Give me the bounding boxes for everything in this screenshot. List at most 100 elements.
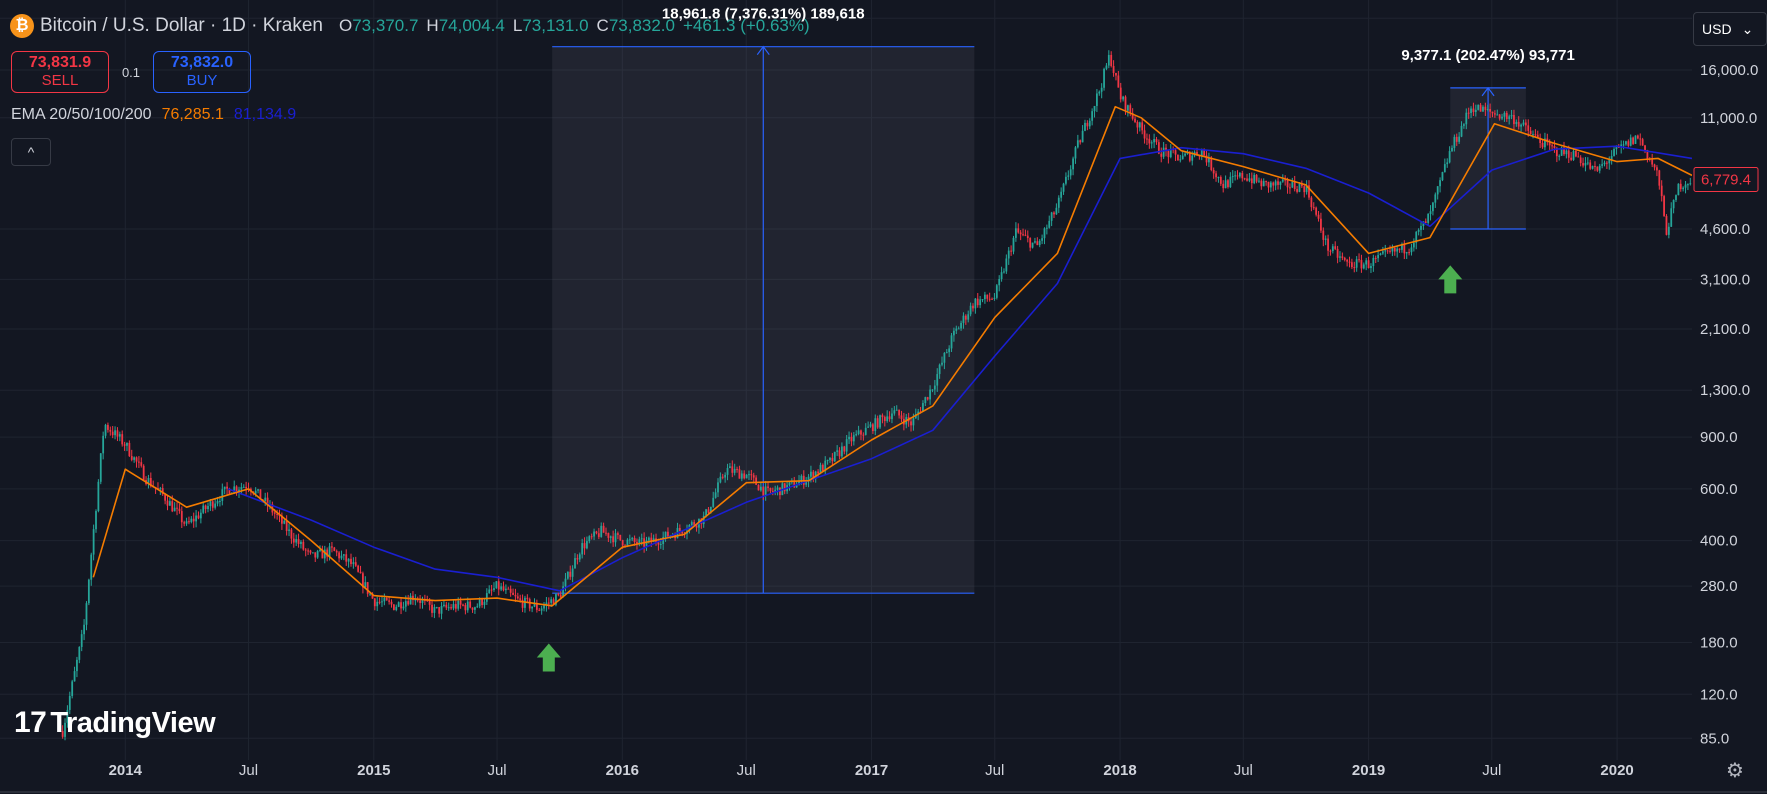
candle-body — [1398, 248, 1401, 250]
tradingview-logo[interactable]: 17 TradingView — [14, 706, 216, 740]
candle-body — [1439, 180, 1441, 187]
candle-body — [1124, 96, 1127, 111]
currency-selector[interactable]: USD ⌄ — [1693, 12, 1767, 46]
time-tick-label: Jul — [737, 762, 756, 779]
candle-body — [226, 486, 228, 489]
candle-body — [776, 487, 779, 490]
price-tick-label: 4,600.0 — [1700, 221, 1750, 238]
candle-body — [1100, 87, 1103, 92]
candle-body — [221, 489, 224, 501]
candle-body — [821, 464, 824, 471]
candle-body — [104, 424, 107, 436]
candle-body — [1219, 177, 1222, 184]
candle-body — [1510, 115, 1513, 117]
candle-body — [1255, 174, 1258, 182]
candle-body — [438, 607, 441, 614]
chart-settings-button[interactable]: ⚙ — [1722, 757, 1748, 783]
candle-body — [855, 433, 858, 436]
candle-body — [381, 601, 383, 603]
candle-body — [590, 536, 593, 538]
symbol-title[interactable]: Bitcoin / U.S. Dollar · 1D · Kraken — [40, 15, 323, 36]
candle-body — [512, 592, 514, 595]
candle-body — [1432, 202, 1434, 212]
candle-body — [893, 410, 896, 414]
trade-panel: 73,831.9 SELL 0.1 73,832.0 BUY — [11, 51, 251, 93]
candle-body — [1689, 183, 1692, 185]
collapse-legend-button[interactable]: ^ — [11, 138, 51, 166]
candle-body — [1548, 142, 1551, 146]
candle-body — [1034, 241, 1036, 243]
candle-body — [871, 424, 874, 431]
buy-price: 73,832.0 — [170, 54, 234, 71]
time-tick-label: Jul — [1482, 762, 1501, 779]
candle-body — [362, 573, 364, 588]
candle-body — [986, 294, 989, 299]
candle-body — [1141, 122, 1144, 131]
candle-body — [917, 411, 920, 415]
candle-body — [1675, 195, 1677, 200]
candle-body — [862, 434, 865, 436]
candle-body — [521, 599, 524, 608]
candle-body — [693, 522, 696, 526]
candle-body — [962, 315, 965, 323]
ema-indicator-legend[interactable]: EMA 20/50/100/200 76,285.1 81,134.9 — [11, 106, 296, 124]
candle-body — [1517, 121, 1520, 127]
candle-body — [757, 484, 760, 491]
candle-body — [1653, 164, 1656, 168]
candle-body — [1074, 147, 1077, 159]
candle-body — [1093, 105, 1096, 112]
candle-body — [1010, 250, 1013, 252]
candle-body — [543, 605, 545, 609]
candle-body — [397, 602, 400, 607]
candle-body — [71, 681, 74, 696]
candle-body — [450, 607, 452, 609]
candle-body — [941, 362, 943, 365]
candle-body — [204, 505, 207, 510]
candle-body — [1234, 175, 1237, 177]
candle-body — [400, 602, 402, 609]
candle-body — [407, 601, 410, 605]
time-axis[interactable]: 2014 Jul 2015 Jul 2016 Jul 2017 Jul 2018 Jul 2019 J… — [0, 760, 1767, 794]
sell-button[interactable]: 73,831.9 SELL — [11, 51, 109, 93]
candle-body — [755, 477, 758, 485]
order-quantity[interactable]: 0.1 — [121, 64, 141, 80]
candle-body — [552, 599, 555, 605]
candle-body — [1482, 106, 1484, 112]
candle-body — [628, 539, 631, 541]
candle-body — [1410, 247, 1413, 253]
candle-body — [478, 599, 481, 607]
candle-body — [678, 527, 681, 532]
candle-body — [1312, 207, 1315, 209]
candle-body — [457, 600, 460, 609]
price-axis[interactable]: 85.0 120.0 180.0 280.0 400.0 600.0 900.0 1,300.… — [1692, 0, 1767, 794]
bitcoin-icon: ₿ — [10, 14, 34, 38]
candle-body — [631, 538, 634, 540]
candle-body — [1243, 178, 1246, 180]
candle-body — [1119, 87, 1122, 100]
candle-body — [1596, 166, 1599, 171]
candle-body — [1465, 112, 1468, 125]
candle-body — [469, 601, 472, 608]
candle-body — [340, 555, 343, 559]
candle-body — [1291, 181, 1294, 188]
tradingview-logo-icon: 17 — [14, 706, 47, 739]
candle-body — [1096, 93, 1098, 106]
candle-body — [748, 474, 750, 476]
candle-body — [602, 525, 605, 533]
candle-body — [550, 599, 553, 603]
candle-body — [967, 314, 970, 320]
candle-body — [1610, 156, 1613, 161]
price-tick-label: 600.0 — [1700, 481, 1738, 498]
candle-body — [1589, 162, 1592, 169]
candle-body — [1594, 166, 1596, 168]
candle-body — [740, 473, 743, 479]
candle-body — [428, 600, 431, 605]
candle-body — [1567, 150, 1570, 158]
candle-body — [1062, 183, 1065, 192]
candle-body — [817, 471, 819, 474]
buy-button[interactable]: 73,832.0 BUY — [153, 51, 251, 93]
candle-body — [338, 552, 340, 559]
candle-body — [774, 489, 777, 492]
candle-body — [609, 536, 612, 538]
